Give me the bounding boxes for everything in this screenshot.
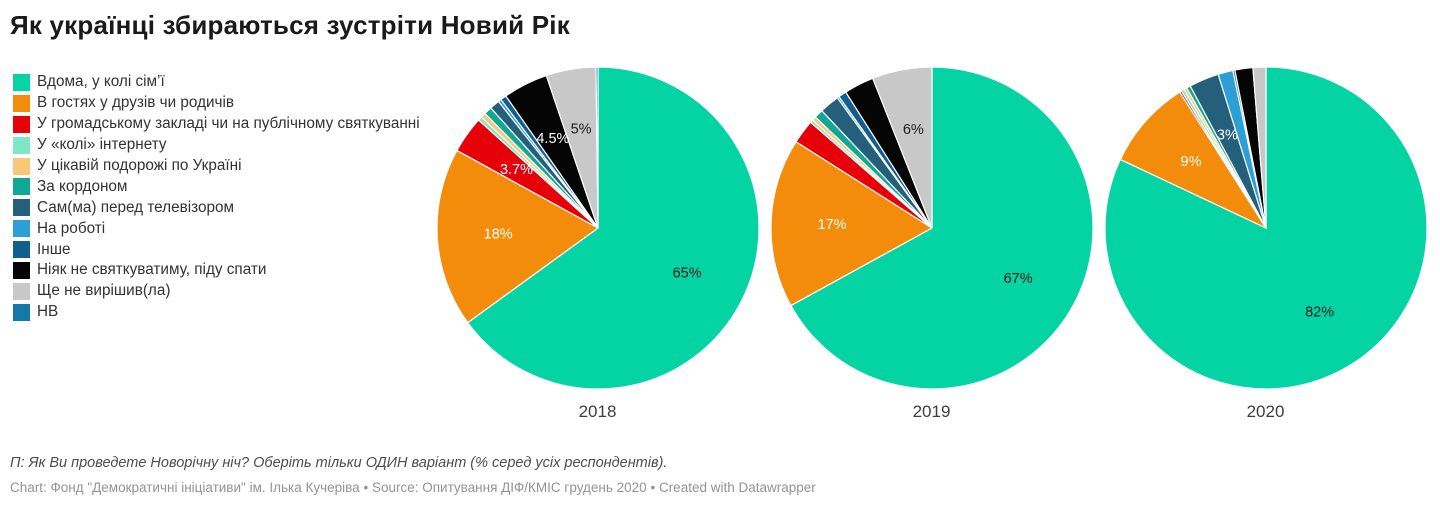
legend-item: На роботі [13,218,420,239]
credit-chart: Chart: Фонд "Демократичні ініціативи" ім… [10,480,360,495]
chart-title: Як українці збираються зустріти Новий Рі… [10,10,570,40]
pie-slice-value-label: 17% [817,217,846,233]
pie-slice-value-label: 3.7% [499,162,532,178]
pie-slice-value-label: 3% [1216,128,1237,144]
pie-slice-value-label: 6% [902,122,923,138]
legend-swatch [13,261,30,279]
legend-item: Вдома, у колі сім’ї [13,72,420,93]
pie-chart-2020: 82% 9% 3% [1103,66,1428,390]
legend-item-label: Інше [37,240,71,258]
legend-swatch [13,94,30,112]
pie-slice-2020-1[interactable] [1119,91,1268,230]
pie-chart-2019: 67% 17% 6% [769,66,1094,390]
legend-item-label: За кордоном [37,177,128,195]
note-question: П: Як Ви проведете Новорічну ніч? Оберіт… [10,455,668,471]
pie-slice-value-label: 9% [1180,154,1201,170]
legend-item-label: НВ [37,303,59,321]
legend-swatch [13,136,30,154]
year-label-2018: 2018 [578,402,617,421]
legend-item-label: В гостях у друзів чи родичів [37,94,235,112]
credit-source: Source: Опитування ДІФ/КМІС грудень 2020 [371,480,647,495]
year-label-2019: 2019 [912,402,951,421]
pie-slice-value-label: 5% [570,121,591,137]
legend-item: Ще не вирішив(ла) [13,281,420,302]
legend-item-label: Сам(ма) перед телевізором [37,198,235,216]
credit-created-datawrapper[interactable]: Created with Datawrapper [658,480,816,495]
legend-item-label: У громадському закладі чи на публічному … [37,115,420,133]
legend-item: У цікавій подорожі по Україні [13,156,420,177]
note-credits: Chart: Фонд "Демократичні ініціативи" ім… [10,480,816,495]
legend-item: Сам(ма) перед телевізором [13,197,420,218]
pie-slice-2020-10[interactable] [1251,66,1267,229]
legend-swatch [13,73,30,91]
legend-swatch [13,199,30,217]
legend-item-label: Ніяк не святкуватиму, піду спати [37,261,267,279]
year-label-2020: 2020 [1246,402,1285,421]
legend-swatch [13,282,30,300]
pie-slice-2018-11[interactable] [594,66,599,229]
legend-item-label: Вдома, у колі сім’ї [37,73,165,91]
legend-item: Ніяк не святкуватиму, піду спати [13,260,420,281]
pie-slice-2018-1[interactable] [435,149,599,324]
pie-slice-value-label: 65% [672,265,701,281]
legend-swatch [13,115,30,133]
pie-slice-2019-0[interactable] [789,66,1094,390]
legend-swatch [13,241,30,259]
legend-swatch [13,157,30,175]
pie-figure-2020: 82% 9% 3% 2020 [1100,62,1432,422]
legend-swatch [13,220,30,238]
legend-item: За кордоном [13,176,420,197]
legend-item-label: Ще не вирішив(ла) [37,282,171,300]
pie-slice-2018-0[interactable] [466,66,760,390]
legend-item-label: На роботі [37,219,106,237]
pie-figure-2018: 65% 18% 3.7% 4.5% 5% 2018 [432,62,764,422]
legend-swatch [13,303,30,321]
legend-item-label: У «колі» інтернету [37,136,167,154]
pie-slice-value-label: 67% [1003,271,1032,287]
pie-slice-value-label: 82% [1305,304,1334,320]
legend-swatch [13,178,30,196]
credit-separator: • [363,480,369,495]
legend-item: В гостях у друзів чи родичів [13,93,420,114]
legend-item: У громадському закладі чи на публічному … [13,114,420,135]
pie-slice-value-label: 18% [483,226,512,242]
pie-figure-2019: 67% 17% 6% 2019 [766,62,1098,422]
pie-chart-2018: 65% 18% 3.7%4.5%5% [435,66,760,390]
legend-item: У «колі» інтернету [13,135,420,156]
legend-item: Інше [13,239,420,260]
pie-slice-2019-10[interactable] [871,66,933,229]
legend-item-label: У цікавій подорожі по Україні [37,157,242,174]
legend-item: НВ [13,302,420,323]
legend: Вдома, у колі сім’ї В гостях у друзів чи … [13,72,420,323]
pie-slice-2019-1[interactable] [769,140,933,307]
pie-slice-value-label: 4.5% [536,131,569,147]
credit-separator: • [650,480,656,495]
